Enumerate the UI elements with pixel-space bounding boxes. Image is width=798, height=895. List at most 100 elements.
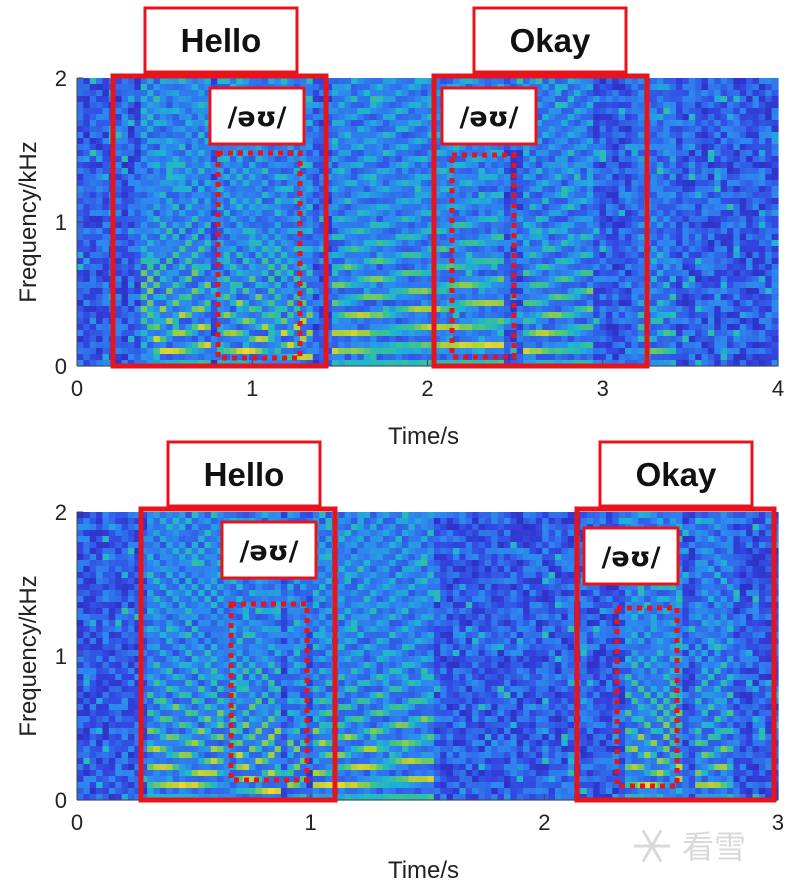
heatmap-cell bbox=[446, 282, 454, 289]
heatmap-cell bbox=[529, 336, 537, 343]
heatmap-cell bbox=[306, 360, 314, 367]
heatmap-cell bbox=[274, 144, 282, 151]
heatmap-cell bbox=[274, 306, 282, 313]
heatmap-cell bbox=[427, 102, 435, 109]
heatmap-cell bbox=[306, 270, 314, 277]
heatmap-cell bbox=[89, 348, 97, 355]
heatmap-cell bbox=[446, 162, 454, 169]
heatmap-cell bbox=[382, 138, 390, 145]
heatmap-cell bbox=[472, 348, 480, 355]
heatmap-cell bbox=[89, 330, 97, 337]
heatmap-cell bbox=[236, 174, 244, 181]
heatmap-cell bbox=[459, 174, 467, 181]
heatmap-cell bbox=[223, 354, 231, 361]
heatmap-cell bbox=[306, 330, 314, 337]
heatmap-cell bbox=[548, 186, 556, 193]
heatmap-cell bbox=[574, 336, 582, 343]
heatmap-cell bbox=[459, 324, 467, 331]
heatmap-cell bbox=[650, 180, 658, 187]
heatmap-cell bbox=[370, 186, 378, 193]
heatmap-cell bbox=[402, 144, 409, 151]
heatmap-cell bbox=[433, 360, 441, 367]
heatmap-cell bbox=[656, 222, 664, 229]
heatmap-cell bbox=[268, 156, 276, 163]
heatmap-cell bbox=[497, 186, 505, 193]
heatmap-cell bbox=[268, 300, 276, 307]
heatmap-cell bbox=[300, 288, 308, 295]
heatmap-cell bbox=[166, 252, 174, 259]
heatmap-cell bbox=[516, 246, 524, 253]
heatmap-cell bbox=[618, 174, 626, 181]
heatmap-cell bbox=[204, 282, 212, 289]
heatmap-cell bbox=[338, 168, 346, 175]
heatmap-cell bbox=[312, 354, 320, 361]
heatmap-cell bbox=[312, 294, 320, 301]
heatmap-cell bbox=[580, 258, 588, 265]
heatmap-cell bbox=[720, 180, 728, 187]
heatmap-cell bbox=[433, 336, 441, 343]
heatmap-cell bbox=[191, 282, 199, 289]
heatmap-cell bbox=[249, 270, 257, 277]
heatmap-cell bbox=[440, 180, 448, 187]
heatmap-cell bbox=[625, 270, 633, 277]
heatmap-cell bbox=[172, 312, 180, 319]
heatmap-cell bbox=[599, 318, 607, 325]
heatmap-cell bbox=[484, 342, 492, 349]
heatmap-cell bbox=[300, 180, 308, 187]
heatmap-cell bbox=[440, 354, 448, 361]
heatmap-cell bbox=[669, 318, 677, 325]
heatmap-cell bbox=[178, 324, 186, 331]
heatmap-cell bbox=[663, 96, 671, 103]
heatmap-cell bbox=[249, 192, 257, 199]
heatmap-cell bbox=[344, 258, 352, 265]
heatmap-cell bbox=[357, 150, 365, 157]
heatmap-cell bbox=[217, 342, 225, 349]
heatmap-cell bbox=[637, 90, 645, 97]
heatmap-cell bbox=[363, 132, 371, 139]
heatmap-cell bbox=[433, 294, 441, 301]
heatmap-cell bbox=[535, 234, 543, 241]
heatmap-cell bbox=[280, 162, 288, 169]
heatmap-cell bbox=[625, 216, 633, 223]
heatmap-cell bbox=[261, 324, 269, 331]
heatmap-cell bbox=[580, 186, 588, 193]
heatmap-cell bbox=[255, 204, 263, 211]
heatmap-cell bbox=[178, 318, 186, 325]
heatmap-cell bbox=[497, 264, 505, 271]
heatmap-cell bbox=[249, 210, 257, 217]
heatmap-cell bbox=[306, 300, 314, 307]
heatmap-cell bbox=[198, 318, 206, 325]
heatmap-cell bbox=[548, 348, 556, 355]
heatmap-cell bbox=[331, 180, 339, 187]
heatmap-cell bbox=[593, 90, 601, 97]
heatmap-cell bbox=[408, 330, 416, 337]
heatmap-cell bbox=[421, 126, 429, 133]
heatmap-cell bbox=[580, 162, 588, 169]
heatmap-cell bbox=[351, 192, 358, 199]
heatmap-cell bbox=[338, 258, 346, 265]
heatmap-cell bbox=[682, 126, 690, 133]
heatmap-cell bbox=[574, 216, 582, 223]
heatmap-cell bbox=[344, 192, 352, 199]
heatmap-cell bbox=[618, 348, 626, 355]
heatmap-cell bbox=[586, 336, 594, 343]
heatmap-cell bbox=[127, 90, 135, 97]
heatmap-cell bbox=[452, 162, 460, 169]
heatmap-cell bbox=[115, 84, 123, 91]
heatmap-cell bbox=[650, 312, 658, 319]
heatmap-cell bbox=[274, 348, 282, 355]
heatmap-cell bbox=[249, 180, 257, 187]
heatmap-cell bbox=[147, 126, 155, 133]
heatmap-cell bbox=[319, 156, 327, 163]
heatmap-cell bbox=[676, 156, 684, 163]
heatmap-cell bbox=[459, 228, 467, 235]
heatmap-cell bbox=[580, 282, 588, 289]
heatmap-cell bbox=[650, 126, 658, 133]
heatmap-cell bbox=[682, 102, 690, 109]
heatmap-cell bbox=[319, 336, 327, 343]
heatmap-cell bbox=[688, 258, 696, 265]
heatmap-cell bbox=[223, 156, 231, 163]
heatmap-cell bbox=[83, 234, 91, 241]
heatmap-cell bbox=[516, 276, 524, 283]
heatmap-cell bbox=[210, 354, 218, 361]
